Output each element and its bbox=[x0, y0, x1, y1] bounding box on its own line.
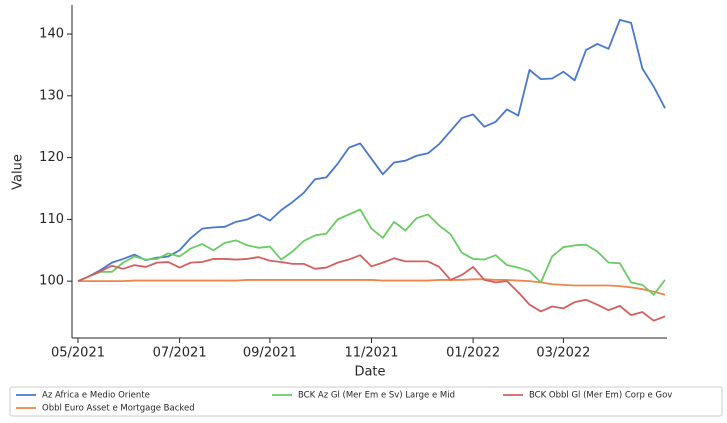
x-tick-label: 07/2021 bbox=[153, 346, 207, 361]
y-tick-label: 130 bbox=[39, 88, 64, 103]
x-axis-label: Date bbox=[354, 365, 385, 380]
legend-label: Az Africa e Medio Oriente bbox=[42, 391, 150, 401]
y-tick-label: 140 bbox=[39, 27, 64, 42]
x-tick-label: 01/2022 bbox=[446, 346, 500, 361]
y-tick-label: 110 bbox=[39, 212, 64, 227]
series-line bbox=[77, 208, 666, 296]
series-line bbox=[78, 278, 666, 296]
x-tick-label: 09/2021 bbox=[243, 346, 297, 361]
series-line bbox=[77, 254, 666, 322]
legend-box bbox=[9, 386, 723, 417]
x-tick-label: 05/2021 bbox=[51, 346, 105, 361]
y-tick-label: 100 bbox=[39, 274, 64, 289]
legend-label: BCK Az Gl (Mer Em e Sv) Large e Mid bbox=[298, 391, 455, 401]
x-tick-label: 03/2022 bbox=[536, 346, 590, 361]
legend-label: BCK Obbl Gl (Mer Em) Corp e Gov bbox=[529, 391, 672, 401]
x-tick-label: 11/2021 bbox=[344, 346, 398, 361]
y-axis-label: Value bbox=[11, 154, 26, 190]
y-tick-label: 120 bbox=[39, 150, 64, 165]
series-line bbox=[77, 18, 666, 282]
legend-label: Obbl Euro Asset e Mortgage Backed bbox=[42, 404, 195, 414]
